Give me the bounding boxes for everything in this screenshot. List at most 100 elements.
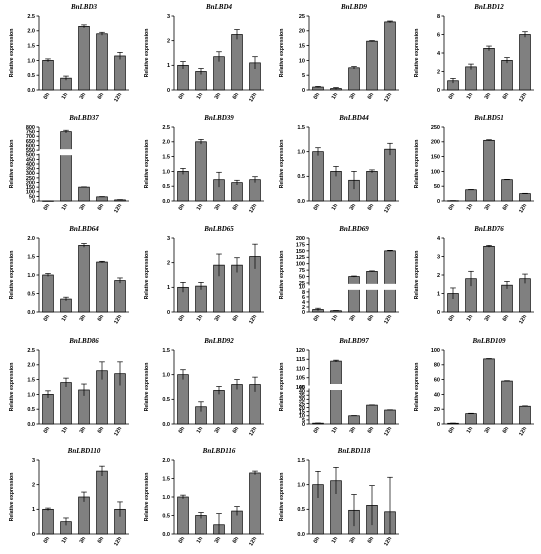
bar (483, 48, 495, 91)
y-tick-label: 1.0 (297, 150, 305, 156)
y-tick-label: 2.0 (162, 458, 170, 464)
y-tick-label: 50 (434, 184, 440, 190)
x-tick-label: 3h (79, 91, 88, 100)
y-tick-label: 0.0 (297, 532, 305, 538)
y-tick-label: 750 (26, 130, 35, 136)
bar (60, 131, 72, 202)
x-tick-label: 3h (484, 202, 493, 211)
y-tick-label: 80 (434, 363, 440, 369)
x-tick-label: 1h (466, 425, 475, 434)
y-axis-label: Relative expression (279, 473, 285, 522)
y-tick-label: 25 (299, 281, 305, 287)
y-tick-label: 700 (26, 134, 35, 140)
x-tick-label: 1h (196, 425, 205, 434)
chart-title: BnLBD12 (473, 3, 504, 11)
bar (195, 141, 207, 202)
y-axis-label: Relative expression (414, 140, 420, 189)
x-tick-label: 3h (349, 313, 358, 322)
chart-title: BnLBD4 (205, 3, 233, 11)
y-tick-label: 2 (437, 273, 440, 279)
bar (366, 404, 378, 425)
chart-panel: BnLBD44 Relative expression 0.0 0.5 1.0 1.5 0h… (275, 113, 405, 221)
x-tick-label: 6h (367, 91, 376, 100)
y-tick-label: 100 (431, 169, 440, 175)
y-tick-label: 10 (299, 414, 305, 420)
y-tick-label: 1.0 (27, 58, 35, 64)
bar (465, 413, 477, 425)
bar (312, 151, 324, 202)
x-tick-label: 1h (61, 425, 70, 434)
bar-chart: BnLBD51 Relative expression 0 50 100 150 200 25… (414, 114, 534, 214)
x-tick-label: 6h (502, 202, 511, 211)
bar (519, 405, 531, 425)
x-tick-label: 1h (61, 313, 70, 322)
y-tick-label: 1.5 (297, 458, 305, 464)
x-tick-label: 1h (466, 91, 475, 100)
x-tick-label: 0h (313, 313, 322, 322)
bar-chart: BnLBD76 Relative expression 0 1 2 3 4 0h 1h 3h 6h 1… (414, 225, 534, 325)
x-tick-label: 1h (331, 313, 340, 322)
x-tick-label: 3h (79, 313, 88, 322)
y-axis-label: Relative expression (144, 473, 150, 522)
bar (78, 26, 90, 91)
bar-chart: BnLBD116 Relative expression 0.0 0.5 1.0 1.5 2… (144, 447, 264, 547)
x-tick-label: 12h (248, 425, 258, 437)
x-tick-label: 3h (79, 535, 88, 544)
chart-title: BnLBD44 (338, 114, 369, 122)
bar (96, 196, 108, 202)
y-tick-label: 3 (437, 254, 440, 260)
y-tick-label: 5 (302, 418, 305, 424)
y-tick-label: 450 (26, 157, 35, 163)
y-tick-label: 100 (431, 348, 440, 354)
y-axis-label: Relative expression (414, 251, 420, 300)
x-tick-label: 0h (43, 91, 52, 100)
bar-chart: BnLBD92 Relative expression 0.0 0.5 1.0 1.5 0h… (144, 337, 264, 437)
bar (501, 179, 513, 202)
y-tick-label: 200 (431, 140, 440, 146)
y-tick-label: 1.0 (27, 273, 35, 279)
y-tick-label: 1.0 (162, 373, 170, 379)
x-tick-label: 0h (178, 425, 187, 434)
y-tick-label: 4 (437, 51, 441, 57)
bar-chart: BnLBD44 Relative expression 0.0 0.5 1.0 1.5 0h… (279, 114, 399, 214)
x-tick-label: 0h (313, 535, 322, 544)
y-tick-label: 20 (299, 29, 305, 35)
chart-title: BnLBD65 (203, 225, 234, 233)
bar-chart: BnLBD86 Relative expression 0.0 0.5 1.0 1.5 2.… (9, 337, 129, 437)
x-tick-label: 0h (178, 313, 187, 322)
chart-title: BnLBD109 (471, 337, 506, 345)
x-tick-label: 1h (331, 202, 340, 211)
chart-title: BnLBD92 (203, 337, 234, 345)
y-tick-label: 600 (26, 143, 35, 149)
bar (465, 66, 477, 91)
x-tick-label: 1h (196, 535, 205, 544)
x-tick-label: 0h (448, 425, 457, 434)
y-tick-label: 115 (296, 357, 305, 363)
x-tick-label: 0h (178, 535, 187, 544)
bar-chart: BnLBD64 Relative expression 0.0 0.5 1.0 1.5 2.… (9, 225, 129, 325)
y-tick-label: 1 (437, 291, 440, 297)
bar (60, 298, 72, 313)
y-tick-label: 2.0 (27, 236, 35, 242)
x-tick-label: 6h (97, 313, 106, 322)
bar-chart: BnLBD110 Relative expression 0 1 2 3 0h 1h 3h 6h 1… (9, 447, 129, 547)
y-tick-label: 800 (26, 125, 35, 131)
y-tick-label: 150 (296, 249, 305, 255)
bar (348, 67, 360, 91)
y-tick-label: 0.5 (297, 507, 305, 513)
bar-chart: BnLBD97 Relative expression 05101520253035… (279, 337, 400, 437)
y-tick-label: 0.0 (27, 422, 35, 428)
bar (249, 179, 261, 202)
y-axis-label: Relative expression (144, 140, 150, 189)
x-tick-label: 12h (383, 91, 393, 103)
x-tick-label: 12h (383, 202, 393, 214)
y-tick-label: 0.5 (27, 291, 35, 297)
y-axis-label: Relative expression (279, 140, 285, 189)
y-tick-label: 30 (299, 397, 305, 403)
chart-panel: BnLBD64 Relative expression 0.0 0.5 1.0 1.5 2.… (5, 224, 135, 332)
y-tick-label: 40 (434, 392, 440, 398)
x-tick-label: 12h (113, 313, 123, 325)
y-tick-label: 0.0 (27, 310, 35, 316)
chart-title: BnLBD3 (70, 3, 98, 11)
x-tick-label: 3h (214, 202, 223, 211)
